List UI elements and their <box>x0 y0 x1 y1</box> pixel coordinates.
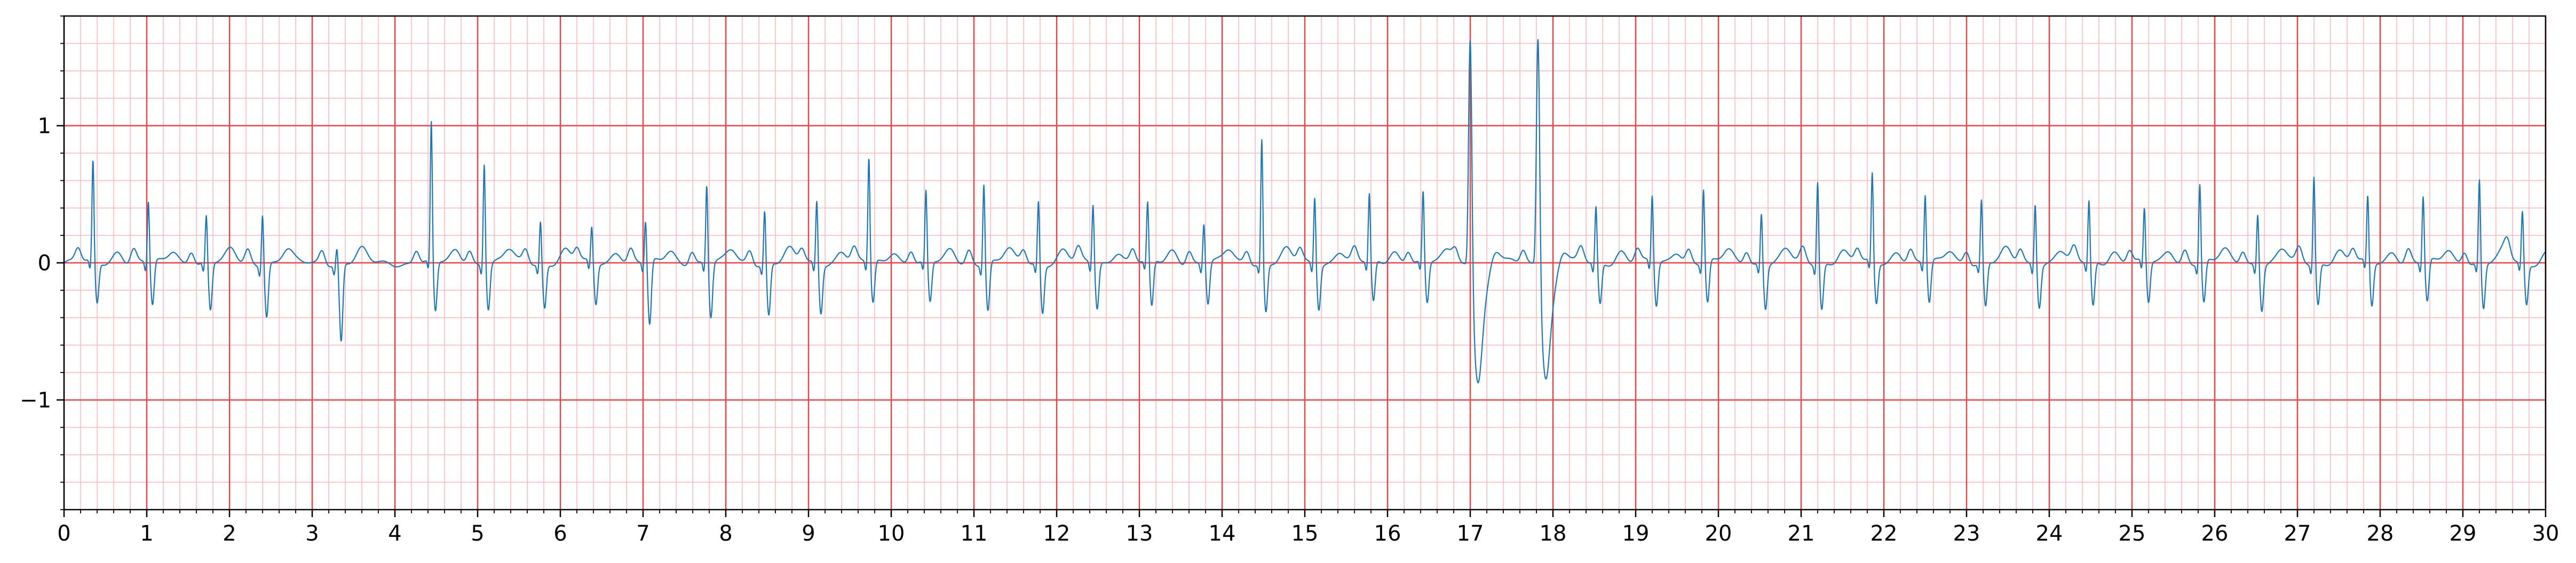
x-tick-label: 10 <box>878 521 905 546</box>
x-tick-label: 8 <box>719 521 732 546</box>
axis-ticks <box>57 15 2547 517</box>
x-tick-labels: 0 1 2 3 4 5 6 7 8 9 10 11 12 13 14 15 16 17 18 19 20 21 22 23 24… <box>57 521 2559 546</box>
x-tick-label: 15 <box>1291 521 1319 546</box>
x-tick-label: 3 <box>305 521 319 546</box>
x-tick-label: 19 <box>1622 521 1650 546</box>
series-layer <box>64 39 2546 384</box>
x-tick-label: 18 <box>1540 521 1567 546</box>
y-tick-label: 0 <box>38 251 51 276</box>
x-tick-label: 13 <box>1126 521 1153 546</box>
x-tick-label: 16 <box>1374 521 1401 546</box>
x-tick-label: 12 <box>1043 521 1071 546</box>
x-tick-label: 30 <box>2532 521 2559 546</box>
y-tick-label: 1 <box>38 114 51 139</box>
x-tick-label: 20 <box>1705 521 1732 546</box>
x-tick-label: 29 <box>2450 521 2477 546</box>
grid-major <box>63 16 2547 510</box>
x-tick-label: 25 <box>2119 521 2146 546</box>
x-tick-label: 9 <box>802 521 815 546</box>
ecg-series-line <box>64 39 2546 384</box>
x-tick-label: 28 <box>2367 521 2394 546</box>
x-tick-label: 4 <box>388 521 401 546</box>
x-tick-label: 26 <box>2201 521 2229 546</box>
x-tick-label: 27 <box>2284 521 2311 546</box>
x-tick-label: 6 <box>553 521 567 546</box>
x-tick-label: 7 <box>636 521 649 546</box>
x-tick-label: 1 <box>140 521 153 546</box>
x-tick-label: 23 <box>1953 521 1980 546</box>
x-tick-label: 5 <box>471 521 484 546</box>
x-tick-label: 0 <box>57 521 70 546</box>
x-tick-label: 11 <box>961 521 988 546</box>
y-tick-labels: −1 0 1 <box>20 114 51 413</box>
x-tick-label: 22 <box>1870 521 1898 546</box>
y-tick-label: −1 <box>20 388 51 413</box>
x-tick-label: 21 <box>1788 521 1815 546</box>
x-tick-label: 14 <box>1209 521 1236 546</box>
x-tick-label: 17 <box>1457 521 1484 546</box>
x-tick-label: 2 <box>223 521 236 546</box>
x-tick-label: 24 <box>2036 521 2063 546</box>
